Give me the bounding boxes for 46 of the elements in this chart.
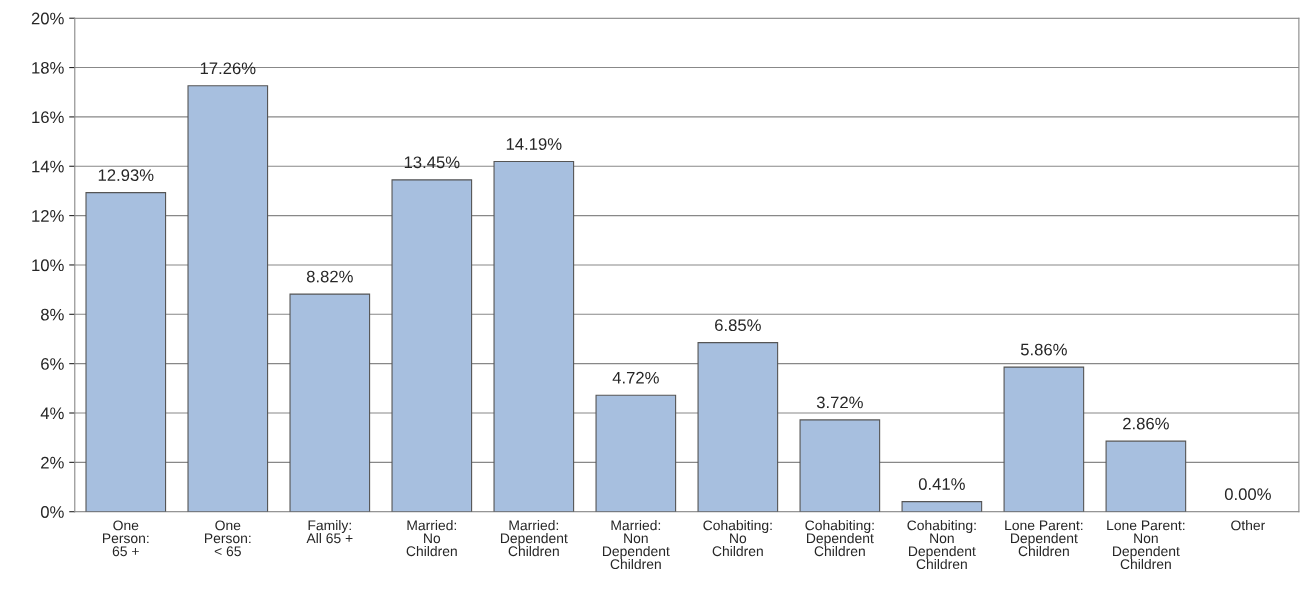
y-tick-label: 12% xyxy=(32,210,64,222)
x-tick-label: Lone Parent: Non Dependent Children xyxy=(1107,520,1185,570)
data-label: 4.72% xyxy=(612,371,659,384)
bar xyxy=(85,192,167,512)
bar xyxy=(901,501,983,512)
y-tick-label: 16% xyxy=(32,111,64,124)
bar xyxy=(187,85,269,512)
x-tick-label: Cohabiting: Non Dependent Children xyxy=(907,520,976,570)
data-label: 6.85% xyxy=(715,319,761,332)
data-label: 13.45% xyxy=(404,156,460,169)
data-label: 5.86% xyxy=(1020,343,1067,356)
bar xyxy=(391,179,473,512)
data-label: 3.72% xyxy=(816,396,863,409)
x-tick-label: Married: Non Dependent Children xyxy=(602,520,670,570)
x-tick-label: One Person: < 65 xyxy=(205,520,251,557)
data-label: 2.86% xyxy=(1123,417,1169,430)
y-tick-label: 8% xyxy=(41,308,64,321)
bar xyxy=(289,293,371,512)
data-label: 0.41% xyxy=(918,478,965,490)
x-tick-label: Other xyxy=(1231,520,1266,531)
data-label: 12.93% xyxy=(98,169,154,182)
y-tick-label: 14% xyxy=(32,160,64,173)
y-tick-label: 18% xyxy=(32,61,64,74)
y-tick-label: 2% xyxy=(41,456,64,469)
bar xyxy=(799,419,881,512)
x-tick-label: One Person: 65 + xyxy=(103,520,149,557)
data-label: 17.26% xyxy=(200,62,256,75)
y-tick-label: 10% xyxy=(32,259,64,272)
data-label: 14.19% xyxy=(506,138,562,150)
y-tick-label: 6% xyxy=(41,358,64,370)
x-tick-label: Cohabiting: Dependent Children xyxy=(805,520,874,557)
bar xyxy=(1105,440,1187,512)
y-tick-label: 4% xyxy=(40,407,64,420)
bar xyxy=(493,161,575,512)
y-tick-label: 0% xyxy=(40,506,64,518)
x-tick-label: Married: Dependent Children xyxy=(500,520,568,557)
y-tick-label: 20% xyxy=(31,12,64,25)
data-label: 0.00% xyxy=(1224,488,1271,501)
bar xyxy=(697,342,779,512)
data-label: 8.82% xyxy=(306,270,353,283)
bar xyxy=(595,394,677,512)
x-tick-label: Cohabiting: No Children xyxy=(703,520,772,557)
x-tick-label: Lone Parent: Dependent Children xyxy=(1005,520,1083,557)
bar xyxy=(1003,366,1085,512)
x-tick-label: Married: No Children xyxy=(406,520,457,557)
x-tick-label: Family: All 65 + xyxy=(306,520,353,544)
